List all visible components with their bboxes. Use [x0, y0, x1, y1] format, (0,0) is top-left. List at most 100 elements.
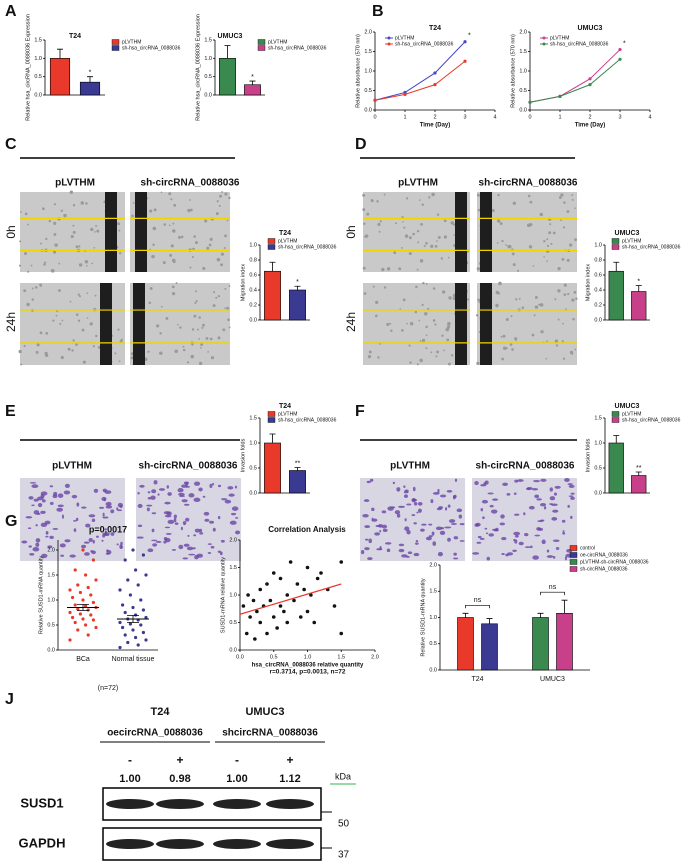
y-tick-label: 0.5: [229, 620, 237, 626]
cell: [178, 544, 184, 550]
photo-texture: [55, 314, 58, 317]
photo-texture: [453, 234, 455, 236]
photo-texture: [96, 229, 100, 233]
photo-texture: [368, 350, 372, 354]
cell: [49, 535, 54, 540]
y-tick-label: 0.8: [594, 257, 602, 263]
legend-swatch: [611, 417, 620, 423]
cell: [163, 511, 171, 515]
bracket: [465, 604, 490, 609]
cell: [196, 553, 204, 558]
photo-texture: [190, 354, 195, 359]
lane-sign: -: [235, 753, 239, 767]
y-tick-label: 1.0: [249, 242, 257, 248]
point: [139, 598, 143, 602]
cell: [29, 482, 37, 484]
error-bar: [486, 618, 493, 624]
wound-edge: [105, 192, 117, 272]
cell: [372, 518, 378, 522]
photo-texture: [84, 260, 89, 264]
point: [144, 573, 148, 577]
cell: [533, 479, 540, 483]
photo-texture: [53, 250, 57, 254]
cell: [523, 512, 526, 516]
point: [305, 565, 310, 570]
cell: [456, 508, 463, 513]
photo-texture: [521, 306, 525, 309]
photo-texture: [147, 350, 150, 353]
cell: [202, 495, 206, 498]
cell: [116, 543, 119, 546]
legend-swatch: [569, 559, 578, 565]
photo-texture: [476, 193, 480, 197]
cell: [29, 552, 35, 556]
error-bar: [635, 285, 642, 292]
cell: [234, 485, 238, 489]
legend-label: sh-hsa_circRNA_0088036: [268, 45, 327, 51]
protein-label: GAPDH: [19, 835, 66, 850]
photo-texture: [573, 290, 577, 294]
y-tick-label: 0.5: [204, 74, 212, 80]
cell: [47, 545, 53, 549]
photo-texture: [432, 287, 436, 290]
point: [403, 92, 407, 96]
quantification: 1.00: [226, 773, 247, 785]
cell: [364, 525, 371, 529]
cell: [531, 488, 539, 491]
photo-texture: [205, 336, 209, 340]
error-bar: [613, 435, 620, 443]
column-label: pLVTHM: [390, 461, 430, 472]
cell: [381, 510, 387, 514]
photo-texture: [412, 232, 415, 236]
cell: [75, 517, 79, 522]
photo-texture: [177, 323, 179, 326]
photo-texture: [408, 344, 411, 347]
photo-texture: [511, 252, 515, 256]
photo-texture: [363, 235, 366, 238]
marker-label: 50: [338, 819, 350, 830]
x-tick-label: 2.0: [371, 654, 379, 660]
cell: [446, 490, 453, 493]
photo-texture: [193, 235, 196, 238]
cell: [403, 494, 408, 498]
legend-label: sh-hsa_circRNA_0088036: [395, 41, 454, 47]
cell: [506, 493, 511, 496]
cell: [116, 507, 119, 511]
cell: [444, 526, 452, 529]
y-axis-label: SUSD1-mRNA relative quantity: [220, 557, 226, 633]
photo-texture: [497, 219, 501, 223]
cell: [81, 506, 87, 509]
photo-texture: [193, 314, 197, 318]
cell: [164, 526, 171, 529]
photo-texture: [443, 219, 447, 223]
photo-texture: [78, 295, 81, 298]
cell: [188, 553, 196, 556]
y-tick-label: 0.0: [594, 317, 602, 323]
photo-texture: [408, 236, 412, 240]
photo-texture: [532, 265, 535, 267]
photo-texture: [499, 222, 503, 225]
significance: *: [251, 74, 254, 81]
quantification: 1.12: [279, 773, 300, 785]
photo-texture: [505, 244, 507, 246]
photo-texture: [505, 318, 509, 322]
cell: [136, 536, 144, 539]
photo-texture: [389, 322, 392, 325]
photo-texture: [90, 227, 94, 232]
photo-texture: [563, 283, 567, 287]
y-tick-label: 0.6: [249, 272, 257, 278]
point: [463, 40, 467, 44]
y-tick-label: 2.0: [429, 562, 437, 568]
photo-texture: [42, 207, 45, 211]
point: [134, 568, 138, 572]
photo-texture: [43, 263, 46, 266]
cell: [517, 479, 524, 482]
cell: [439, 530, 446, 535]
cell-line: T24: [151, 706, 171, 718]
cell: [84, 552, 90, 556]
legend-label: pLVTHM: [622, 238, 641, 244]
photo-texture: [366, 212, 370, 216]
panel-letter: J: [5, 691, 14, 708]
photo-texture: [501, 239, 504, 243]
bar: [631, 291, 647, 321]
